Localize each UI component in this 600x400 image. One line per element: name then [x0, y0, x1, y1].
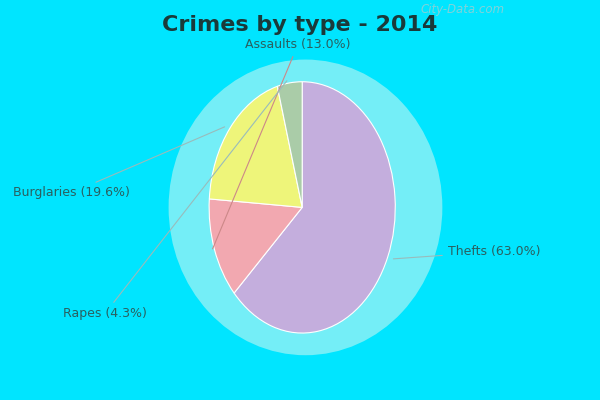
Text: Thefts (63.0%): Thefts (63.0%) [394, 245, 541, 259]
Ellipse shape [169, 60, 442, 355]
Wedge shape [277, 82, 302, 207]
Text: Burglaries (19.6%): Burglaries (19.6%) [13, 127, 224, 199]
Text: Rapes (4.3%): Rapes (4.3%) [63, 81, 287, 320]
Wedge shape [209, 199, 302, 293]
Wedge shape [234, 82, 395, 333]
Text: City-Data.com: City-Data.com [421, 3, 505, 16]
Wedge shape [209, 86, 302, 207]
Text: Assaults (13.0%): Assaults (13.0%) [212, 38, 350, 249]
Text: Crimes by type - 2014: Crimes by type - 2014 [163, 15, 437, 35]
